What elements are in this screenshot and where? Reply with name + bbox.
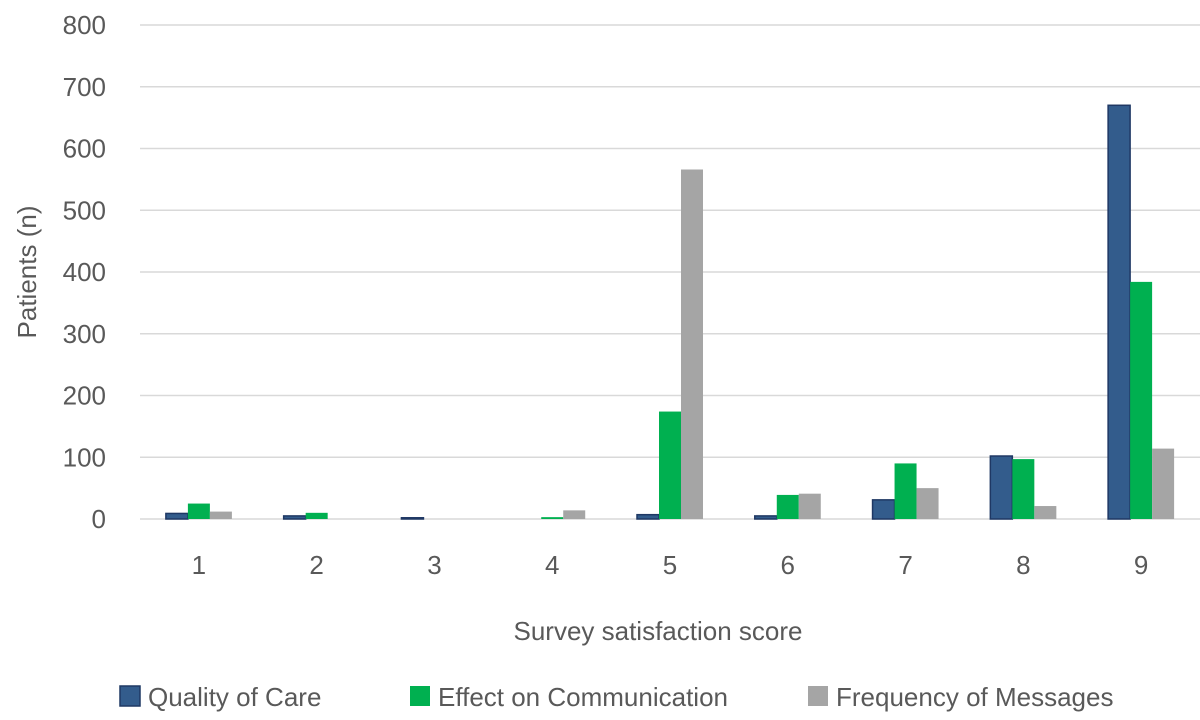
y-tick-label: 400 [63, 257, 106, 287]
y-tick-label: 500 [63, 195, 106, 225]
bar-frequency-of-messages-8 [1034, 506, 1057, 519]
bar-frequency-of-messages-4 [563, 510, 586, 519]
legend-label: Quality of Care [148, 682, 321, 712]
bars [165, 104, 1175, 520]
legend-item-quality-of-care: Quality of Care [119, 682, 321, 712]
bar-effect-on-communication-4 [541, 517, 564, 519]
bar-frequency-of-messages-1 [209, 511, 232, 519]
y-tick-label: 0 [92, 504, 106, 534]
legend-item-effect-on-communication: Effect on Communication [410, 682, 728, 712]
bar-quality-of-care-3 [400, 517, 425, 520]
bar-effect-on-communication-8 [1012, 459, 1035, 519]
gridlines [140, 24, 1200, 520]
bar-frequency-of-messages-6 [798, 493, 821, 519]
y-tick-label: 200 [63, 381, 106, 411]
bar-quality-of-care-7 [871, 499, 896, 520]
y-axis-ticks: 0 100 200 300 400 500 600 700 800 [63, 10, 106, 534]
y-axis-title: Patients (n) [12, 206, 42, 339]
legend-swatch [808, 686, 828, 706]
y-tick-label: 300 [63, 319, 106, 349]
x-tick-label: 3 [427, 550, 441, 580]
x-axis-title: Survey satisfaction score [513, 616, 802, 646]
x-tick-label: 6 [781, 550, 795, 580]
bar-frequency-of-messages-7 [916, 488, 939, 519]
bar-quality-of-care-5 [636, 513, 660, 520]
x-tick-label: 9 [1134, 550, 1148, 580]
x-tick-label: 7 [898, 550, 912, 580]
x-tick-label: 1 [192, 550, 206, 580]
x-tick-label: 8 [1016, 550, 1030, 580]
y-tick-label: 800 [63, 10, 106, 40]
bar-quality-of-care-1 [165, 512, 189, 520]
bar-quality-of-care-6 [754, 515, 778, 520]
x-axis-ticks: 1 2 3 4 5 6 7 8 9 [192, 550, 1149, 580]
y-tick-label: 100 [63, 442, 106, 472]
legend-label: Effect on Communication [438, 682, 728, 712]
y-tick-label: 700 [63, 72, 106, 102]
bar-quality-of-care-9 [1107, 104, 1131, 520]
bar-frequency-of-messages-5 [681, 169, 703, 519]
legend-swatch [119, 685, 141, 707]
bar-effect-on-communication-2 [305, 512, 328, 519]
bar-effect-on-communication-6 [776, 494, 799, 519]
x-tick-label: 4 [545, 550, 559, 580]
bar-effect-on-communication-5 [659, 411, 681, 519]
bar-effect-on-communication-7 [894, 463, 917, 519]
x-tick-label: 2 [309, 550, 323, 580]
y-tick-label: 600 [63, 134, 106, 164]
legend: Quality of Care Effect on Communication Fr… [119, 682, 1113, 712]
bar-effect-on-communication-1 [187, 503, 210, 519]
bar-quality-of-care-8 [989, 455, 1014, 520]
bar-frequency-of-messages-9 [1152, 448, 1175, 519]
bar-effect-on-communication-9 [1130, 281, 1153, 519]
legend-label: Frequency of Messages [836, 682, 1113, 712]
bar-quality-of-care-2 [282, 515, 307, 520]
legend-item-frequency-of-messages: Frequency of Messages [808, 682, 1113, 712]
x-tick-label: 5 [663, 550, 677, 580]
legend-swatch [410, 686, 430, 706]
